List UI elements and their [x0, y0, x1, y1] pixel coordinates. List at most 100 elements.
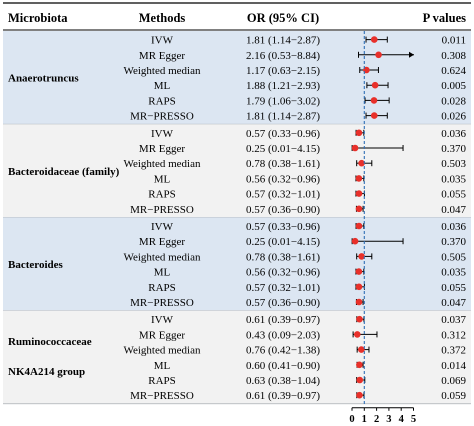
p-value: 0.503: [441, 158, 466, 170]
or-ci-text: 0.60 (0.41−0.90): [246, 360, 320, 372]
or-point: [375, 51, 382, 59]
method-label: RAPS: [148, 189, 176, 201]
method-label: ML: [154, 360, 171, 372]
p-value: 0.312: [441, 329, 466, 341]
group-band-0: [3, 31, 471, 125]
p-value: 0.370: [441, 236, 466, 248]
group-label: Ruminococcaceae NK4A214 group: [8, 336, 92, 378]
x-tick-label: 4: [399, 414, 405, 425]
x-tick-label: 2: [374, 414, 379, 425]
or-point: [355, 190, 363, 197]
p-value: 0.055: [441, 282, 466, 294]
group-label: Bacteroidaceae (family): [8, 166, 120, 178]
or-ci-text: 2.16 (0.53−8.84): [246, 50, 320, 62]
or-point: [356, 315, 363, 323]
or-point: [370, 97, 378, 104]
table-rows: Anaerotruncus IVW 1.81 (1.14−2.87) 0.011 MR …: [8, 35, 467, 403]
x-tick-label: 1: [362, 414, 367, 425]
or-point: [351, 144, 359, 152]
or-ci-text: 0.57 (0.33−0.96): [246, 221, 320, 233]
or-ci-text: 0.57 (0.32−1.01): [246, 282, 320, 294]
or-point: [355, 283, 363, 291]
group-label-line: NK4A214 group: [8, 366, 85, 378]
method-label: IVW: [151, 35, 174, 47]
p-value: 0.028: [441, 95, 466, 107]
or-point: [356, 391, 363, 399]
header-p-values: P values: [423, 11, 467, 25]
p-value: 0.047: [441, 204, 466, 216]
method-label: IVW: [151, 314, 174, 326]
or-ci-text: 1.81 (1.14−2.87): [246, 111, 320, 123]
or-point: [355, 205, 363, 213]
p-value: 0.035: [441, 173, 466, 185]
p-value: 0.069: [441, 375, 466, 387]
method-label: RAPS: [148, 95, 176, 107]
or-point: [358, 346, 365, 353]
group-label: Anaerotruncus: [8, 73, 79, 85]
or-point: [355, 175, 363, 182]
or-point: [358, 253, 365, 260]
method-label: IVW: [151, 128, 174, 140]
or-ci-text: 0.57 (0.36−0.90): [246, 204, 320, 216]
group-label: Bacteroides: [8, 259, 64, 271]
method-label: IVW: [151, 221, 174, 233]
or-ci-text: 0.61 (0.39−0.97): [246, 390, 320, 402]
group-band-1: [3, 124, 471, 218]
or-ci-text: 0.56 (0.32−0.96): [246, 173, 320, 185]
x-tick-label: 0: [349, 414, 354, 425]
header-microbiota: Microbiota: [8, 11, 68, 25]
p-value: 0.059: [441, 390, 466, 402]
or-ci-text: 0.25 (0.01−4.15): [246, 143, 320, 155]
header-methods: Methods: [139, 11, 186, 25]
or-ci-text: 1.17 (0.63−2.15): [246, 65, 320, 77]
or-ci-text: 0.78 (0.38−1.61): [246, 158, 320, 170]
p-value: 0.505: [441, 251, 466, 263]
p-value: 0.036: [441, 128, 466, 140]
method-label: MR Egger: [139, 329, 185, 341]
group-label-line: Ruminococcaceae: [8, 336, 92, 348]
or-ci-text: 1.79 (1.06−3.02): [246, 95, 320, 107]
method-label: Weighted median: [123, 158, 201, 170]
method-label: ML: [154, 173, 171, 185]
p-value: 0.035: [441, 267, 466, 279]
p-value: 0.026: [441, 111, 466, 123]
p-value: 0.370: [441, 143, 466, 155]
method-label: ML: [154, 80, 171, 92]
x-tick-label: 5: [411, 414, 416, 425]
x-tick-label: 3: [386, 414, 391, 425]
or-point: [355, 129, 363, 137]
p-value: 0.624: [441, 65, 466, 77]
or-ci-text: 1.88 (1.21−2.93): [246, 80, 320, 92]
p-value: 0.014: [441, 360, 466, 372]
method-label: Weighted median: [123, 65, 201, 77]
method-label: Weighted median: [123, 251, 201, 263]
method-label: RAPS: [148, 282, 176, 294]
method-label: Weighted median: [123, 345, 201, 357]
or-point: [370, 112, 378, 119]
method-label: RAPS: [148, 375, 176, 387]
or-ci-text: 0.56 (0.32−0.96): [246, 267, 320, 279]
or-ci-text: 0.57 (0.36−0.90): [246, 297, 320, 309]
p-value: 0.036: [441, 221, 466, 233]
method-label: MR−PRESSO: [130, 297, 194, 309]
or-point: [356, 361, 363, 369]
or-point: [351, 237, 359, 245]
group-band-3: [3, 310, 471, 404]
or-point: [355, 298, 363, 306]
method-label: MR−PRESSO: [130, 111, 194, 123]
group-band-2: [3, 217, 471, 311]
or-ci-text: 0.61 (0.39−0.97): [246, 314, 320, 326]
p-value: 0.047: [441, 297, 466, 309]
p-value: 0.055: [441, 189, 466, 201]
or-ci-text: 0.57 (0.32−1.01): [246, 189, 320, 201]
or-ci-text: 0.63 (0.38−1.04): [246, 375, 320, 387]
or-point: [355, 268, 363, 275]
method-label: MR−PRESSO: [130, 390, 194, 402]
p-value: 0.308: [441, 50, 466, 62]
or-ci-text: 0.25 (0.01−4.15): [246, 236, 320, 248]
method-label: MR−PRESSO: [130, 204, 194, 216]
or-point: [371, 81, 379, 89]
p-value: 0.037: [441, 314, 466, 326]
